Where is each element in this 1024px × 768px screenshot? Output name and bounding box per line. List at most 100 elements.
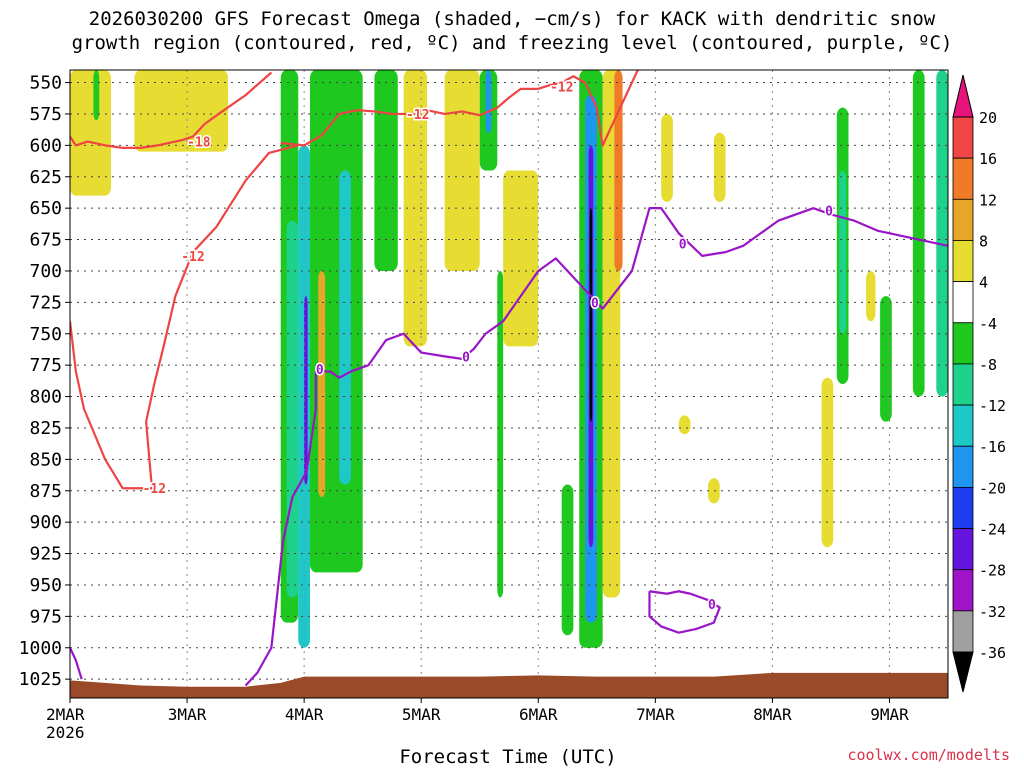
- omega-cell: [304, 296, 308, 485]
- contour-label: -18: [187, 136, 211, 151]
- omega-cell: [93, 70, 100, 121]
- x-tick-label: 8MAR: [753, 705, 792, 724]
- x-tick-label: 5MAR: [402, 705, 441, 724]
- contour-line: [244, 207, 948, 687]
- credit-link[interactable]: coolwx.com/modelts: [847, 746, 1010, 764]
- y-tick-label: 600: [29, 135, 62, 156]
- omega-cell: [839, 170, 847, 334]
- contour-label: -12: [406, 108, 429, 123]
- omega-cell: [485, 70, 492, 133]
- omega-cell: [936, 70, 948, 397]
- omega-cell: [678, 415, 691, 435]
- x-tick-label: 4MAR: [285, 705, 324, 724]
- omega-cell: [708, 478, 720, 504]
- contour-label: -12: [143, 482, 166, 497]
- y-tick-label: 775: [29, 355, 62, 376]
- x-axis: 2MAR 3MAR 4MAR 5MAR 6MAR 7MAR 8MAR 9MAR 2026: [46, 698, 909, 742]
- omega-cell: [497, 270, 504, 598]
- colorbar-bin: [952, 198, 974, 241]
- omega-cell: [444, 70, 480, 271]
- chart-title-line2: growth region (contoured, red, ºC) and f…: [71, 32, 953, 54]
- colorbar-bin: [952, 240, 974, 283]
- omega-cell: [661, 113, 673, 202]
- colorbar-label: -4: [979, 315, 997, 333]
- omega-cell: [614, 70, 623, 271]
- x-tick-label: 3MAR: [168, 705, 207, 724]
- colorbar-bin: [952, 569, 974, 612]
- grid-lines: [69, 70, 948, 698]
- omega-cell: [561, 484, 574, 636]
- y-tick-label: 850: [29, 449, 62, 470]
- omega-cell: [318, 270, 326, 498]
- colorbar-bin: [952, 363, 974, 406]
- colorbar-bin: [952, 486, 974, 529]
- contour-label: 0: [316, 363, 324, 378]
- colorbar-label: 12: [979, 191, 997, 209]
- colorbar-label: -16: [979, 438, 1006, 456]
- y-tick-label: 800: [29, 387, 62, 408]
- y-tick-label: 1000: [19, 638, 62, 659]
- contour-label: -12: [181, 250, 204, 265]
- terrain-fill: [70, 672, 948, 698]
- contour-label: -12: [550, 80, 573, 95]
- x-axis-title: Forecast Time (UTC): [399, 746, 617, 768]
- y-tick-label: 900: [29, 512, 62, 533]
- contour-label: 0: [825, 205, 833, 220]
- x-tick-label: 2MAR: [46, 705, 85, 724]
- omega-cell: [134, 70, 229, 152]
- colorbar-low-arrow: [952, 651, 974, 693]
- colorbar-label: -12: [979, 397, 1006, 415]
- y-tick-label: 625: [29, 167, 62, 188]
- plot-frame: [69, 69, 949, 699]
- y-tick-label: 675: [29, 230, 62, 251]
- contour-line: [70, 144, 299, 490]
- y-tick-label: 575: [29, 104, 62, 125]
- y-tick-label: 700: [29, 261, 62, 282]
- contour-line: [70, 647, 83, 680]
- omega-cell: [70, 70, 111, 196]
- contour-line: [280, 70, 639, 147]
- contour-line: [70, 71, 273, 149]
- y-tick-label: 925: [29, 544, 62, 565]
- omega-cell: [339, 170, 351, 485]
- y-axis: 550 575 600 625 650 675 700 725 750 775 800 825 850 8…: [19, 73, 70, 690]
- colorbar-label: -36: [979, 644, 1006, 662]
- omega-cell: [713, 132, 726, 202]
- x-tick-label: 9MAR: [870, 705, 909, 724]
- colorbar-label: -32: [979, 603, 1006, 621]
- colorbar-bin: [952, 404, 974, 447]
- chart-title-line1: 2026030200 GFS Forecast Omega (shaded, −…: [88, 8, 936, 30]
- y-tick-label: 975: [29, 606, 62, 627]
- colorbar-label: -28: [979, 562, 1006, 580]
- contour-line: [648, 590, 721, 634]
- contour-lines: [70, 70, 948, 687]
- colorbar-label: 16: [979, 150, 997, 168]
- x-tick-label: 6MAR: [519, 705, 558, 724]
- colorbar-high-arrow: [952, 74, 974, 118]
- contour-label: 0: [708, 598, 716, 613]
- x-year-label: 2026: [46, 723, 85, 742]
- y-tick-label: 550: [29, 73, 62, 94]
- y-tick-label: 750: [29, 324, 62, 345]
- colorbar-bin: [952, 445, 974, 488]
- omega-cell: [503, 170, 539, 347]
- colorbar-label: 8: [979, 232, 988, 250]
- omega-cell: [821, 377, 834, 548]
- omega-cell: [403, 70, 428, 347]
- colorbar-label: -20: [979, 479, 1006, 497]
- y-tick-label: 1025: [19, 669, 62, 690]
- y-tick-label: 825: [29, 418, 62, 439]
- contour-label: 0: [591, 296, 599, 311]
- colorbar: 20 16 12 8 4 -4 -8 -12 -16 -20 -24 -28 -32 -36: [952, 74, 1006, 693]
- colorbar-label: 4: [979, 274, 988, 292]
- contour-label: 0: [679, 237, 687, 252]
- omega-cell: [589, 208, 593, 422]
- y-tick-label: 725: [29, 292, 62, 313]
- colorbar-bin: [952, 116, 974, 159]
- colorbar-bin: [952, 610, 974, 653]
- contour-labels: -18 -12 -12 -12 -12 0 0 0 0 0 0: [141, 79, 834, 614]
- colorbar-label: -24: [979, 521, 1006, 539]
- y-tick-label: 950: [29, 575, 62, 596]
- omega-cell: [912, 70, 925, 397]
